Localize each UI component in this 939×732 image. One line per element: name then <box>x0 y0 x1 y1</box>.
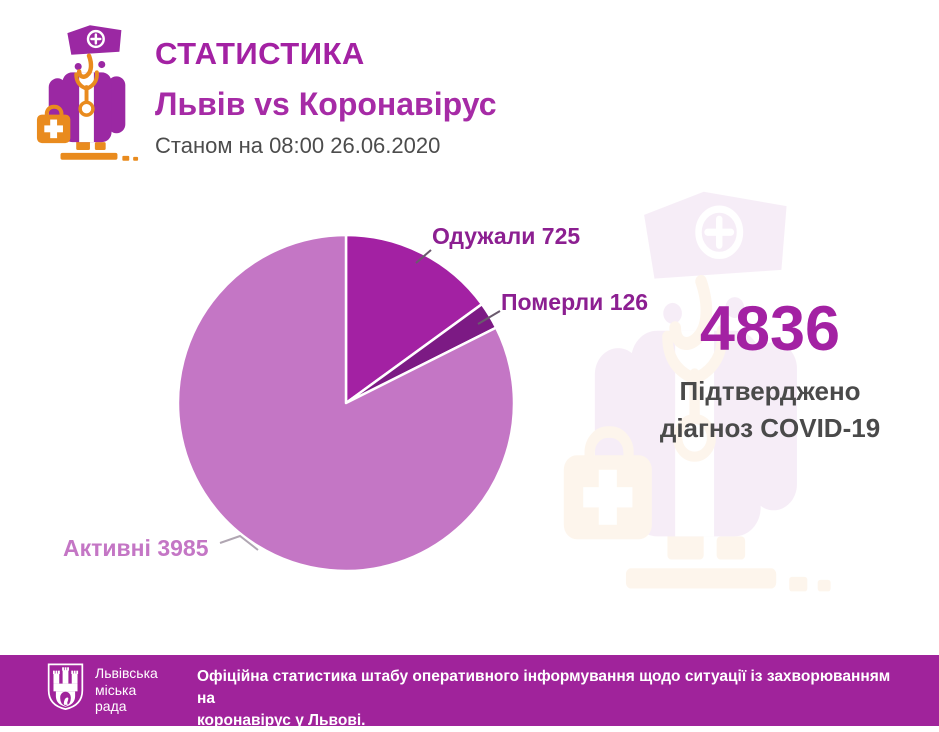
lviv-city-crest-icon <box>47 663 84 710</box>
date-line: Станом на 08:00 26.06.2020 <box>155 133 441 158</box>
pie-label-active-text: Активні <box>63 535 151 561</box>
footer-message-line2: коронавірус у Львові. <box>197 712 366 729</box>
pie-label-recovered: Одужали 725 <box>432 223 580 250</box>
pie-label-active: Активні 3985 <box>63 535 209 562</box>
total-confirmed-value: 4836 <box>699 294 841 364</box>
confirmed-total-block: 4836 Підтверджено діагноз COVID-19 <box>630 298 910 447</box>
page-subtitle: Львів vs Коронавірус <box>155 86 497 122</box>
doctor-icon <box>34 22 142 165</box>
pie-label-died-value: 126 <box>609 289 649 315</box>
total-caption-line2: діагноз COVID-19 <box>659 413 881 443</box>
org-name-line1: Львівська <box>95 665 158 681</box>
org-name-line3: рада <box>95 698 127 714</box>
pie-label-died-text: Померли <box>501 289 604 315</box>
page-title: СТАТИСТИКА <box>155 36 365 71</box>
total-confirmed-caption: Підтверджено діагноз COVID-19 <box>630 373 910 447</box>
org-name-line2: міська <box>95 681 137 698</box>
pie-label-died: Померли 126 <box>501 289 648 316</box>
total-caption-line1: Підтверджено <box>679 376 861 406</box>
footer-message: Офіційна статистика штабу оперативного і… <box>197 666 897 732</box>
pie-chart <box>176 233 516 573</box>
pie-label-recovered-text: Одужали <box>432 223 536 249</box>
pie-label-active-value: 3985 <box>157 535 209 561</box>
footer-message-line1: Офіційна статистика штабу оперативного і… <box>197 668 891 707</box>
org-name: Львівська міська рада <box>95 665 158 715</box>
footer-bar: Львівська міська рада Офіційна статистик… <box>0 655 939 729</box>
pie-label-recovered-value: 725 <box>541 223 581 249</box>
